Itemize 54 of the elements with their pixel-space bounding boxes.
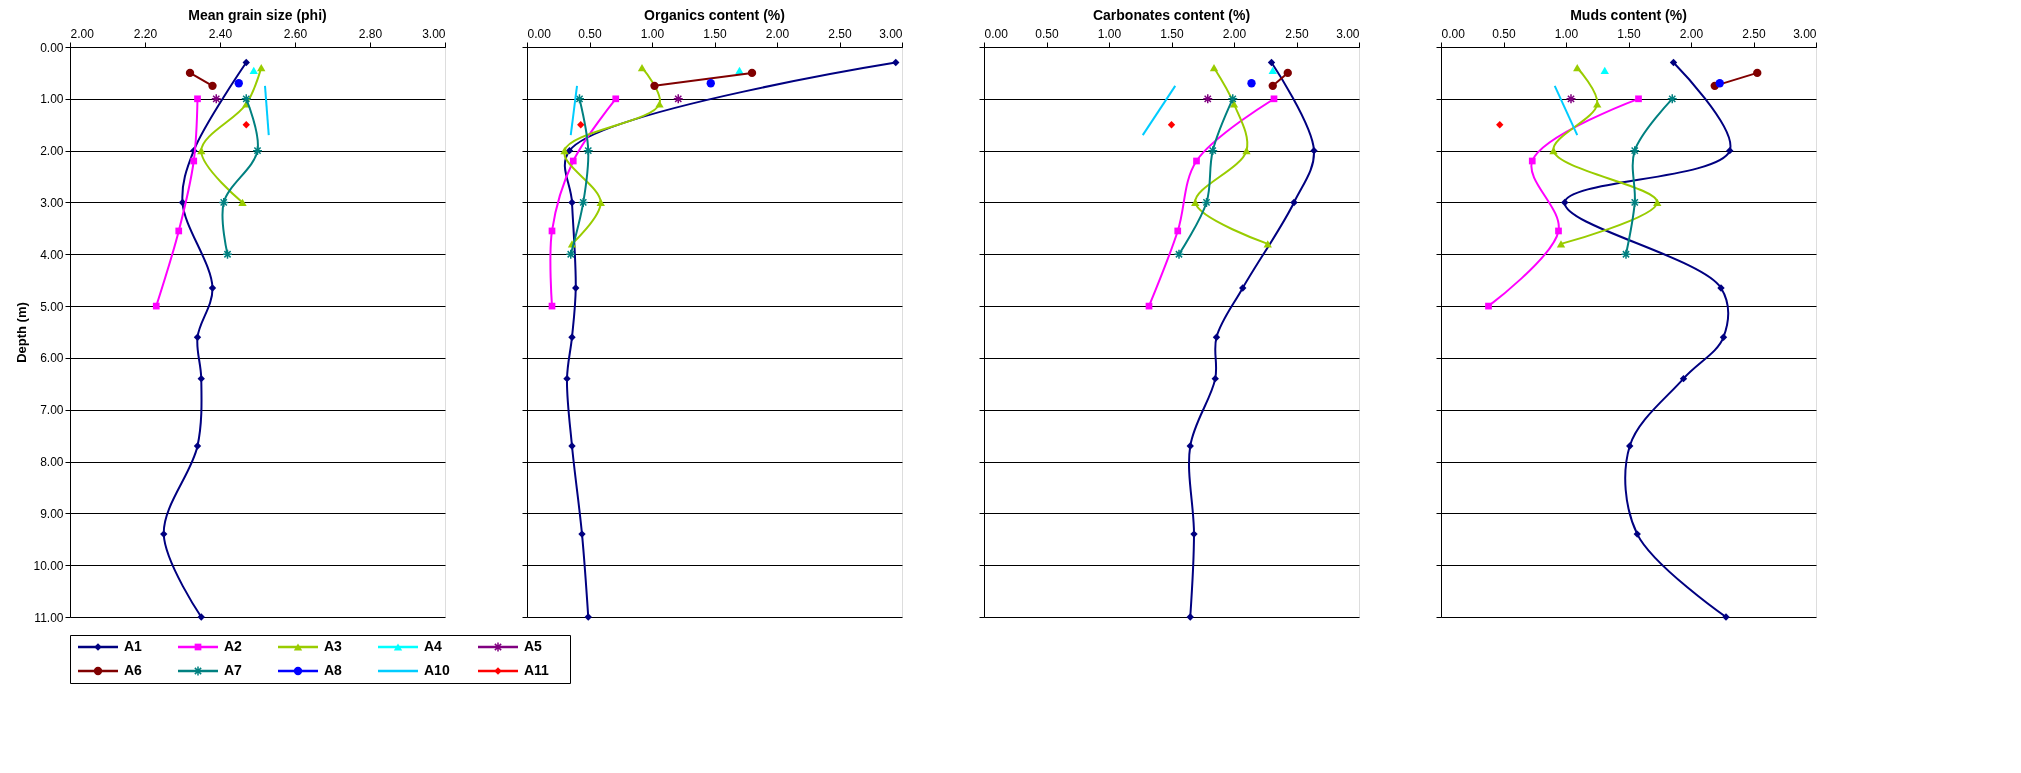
- legend-label: A6: [124, 662, 143, 678]
- x-tick-label: 2.50: [828, 26, 852, 41]
- x-tick-label: 0.50: [1035, 26, 1059, 41]
- x-tick-label: 1.00: [1554, 26, 1579, 41]
- x-tick-label: 1.00: [1097, 26, 1122, 41]
- y-tick-label: 11.00: [34, 610, 64, 625]
- x-tick-label: 3.00: [1793, 26, 1817, 41]
- x-tick-label: 3.00: [879, 26, 903, 41]
- legend-label: A5: [524, 638, 543, 654]
- x-tick-label: 1.50: [1617, 26, 1641, 41]
- chart-title: Mean grain size (phi): [188, 7, 327, 23]
- chart-title: Organics content (%): [644, 7, 785, 23]
- x-tick-label: 2.20: [133, 26, 158, 41]
- y-tick-label: 7.00: [40, 403, 64, 418]
- x-tick-label: 0.00: [527, 26, 552, 41]
- y-tick-label: 5.00: [40, 299, 64, 314]
- x-tick-label: 0.00: [984, 26, 1009, 41]
- x-tick-label: 1.00: [640, 26, 665, 41]
- x-tick-label: 2.00: [70, 26, 95, 41]
- chart-title: Muds content (%): [1570, 7, 1687, 23]
- y-tick-label: 1.00: [40, 92, 64, 107]
- y-tick-label: 9.00: [40, 506, 64, 521]
- x-tick-label: 3.00: [422, 26, 446, 41]
- y-tick-label: 2.00: [40, 144, 64, 159]
- legend-label: A1: [124, 638, 143, 654]
- y-tick-label: 6.00: [40, 351, 64, 366]
- y-tick-label: 0.00: [40, 40, 64, 55]
- x-tick-label: 0.00: [1441, 26, 1466, 41]
- legend-label: A8: [324, 662, 343, 678]
- y-axis-title: Depth (m): [14, 302, 30, 363]
- legend-label: A10: [424, 662, 450, 678]
- legend-label: A11: [524, 662, 550, 678]
- chart-title: Carbonates content (%): [1092, 7, 1251, 23]
- y-tick-label: 4.00: [40, 247, 64, 262]
- legend-label: A2: [224, 638, 243, 654]
- x-tick-label: 2.00: [1679, 26, 1704, 41]
- x-tick-label: 0.50: [578, 26, 602, 41]
- x-tick-label: 3.00: [1336, 26, 1360, 41]
- x-tick-label: 2.00: [765, 26, 790, 41]
- x-tick-label: 2.40: [208, 26, 233, 41]
- y-tick-label: 10.00: [33, 558, 64, 573]
- y-tick-label: 8.00: [40, 455, 64, 470]
- x-tick-label: 1.50: [1160, 26, 1184, 41]
- x-tick-label: 1.50: [703, 26, 727, 41]
- legend-label: A7: [224, 662, 243, 678]
- x-tick-label: 2.50: [1742, 26, 1766, 41]
- x-tick-label: 0.50: [1492, 26, 1516, 41]
- x-tick-label: 2.00: [1222, 26, 1247, 41]
- legend-label: A4: [424, 638, 443, 654]
- x-tick-label: 2.60: [283, 26, 308, 41]
- y-tick-label: 3.00: [40, 195, 64, 210]
- legend-label: A3: [324, 638, 343, 654]
- x-tick-label: 2.80: [358, 26, 383, 41]
- x-tick-label: 2.50: [1285, 26, 1309, 41]
